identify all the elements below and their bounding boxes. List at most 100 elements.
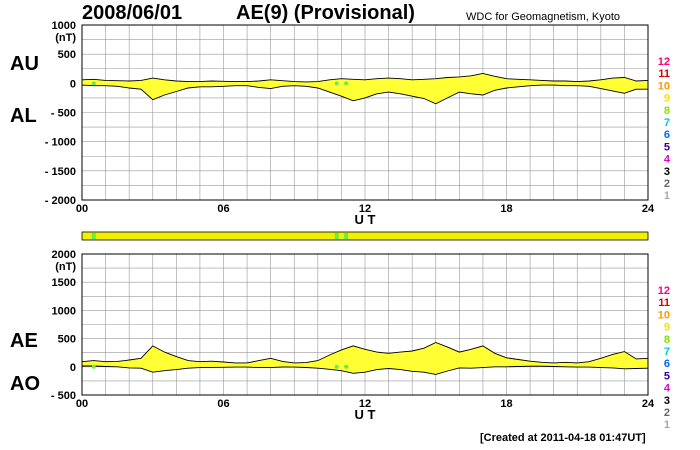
series-label-al: AL: [10, 105, 37, 127]
data-point-au: [506, 78, 507, 79]
data-point-ae: [447, 347, 448, 348]
station-legend-item: 9: [664, 322, 670, 334]
data-point-au: [600, 79, 601, 80]
data-point-au: [612, 78, 613, 79]
data-point-ae: [494, 353, 495, 354]
series-label-ao: AO: [10, 373, 40, 395]
data-point-ae: [235, 362, 236, 363]
data-point-al: [152, 99, 153, 100]
data-point-au: [93, 79, 94, 80]
series-line-ao: [82, 365, 649, 375]
y-tick-label: 500: [58, 334, 76, 346]
station-legend-item: 5: [664, 370, 670, 382]
data-point-au: [400, 78, 401, 79]
data-point-ao: [258, 367, 259, 368]
y-tick-label: 1000: [52, 20, 76, 32]
data-point-ao: [176, 369, 177, 370]
data-point-al: [164, 94, 165, 95]
data-point-ae: [152, 345, 153, 346]
station-legend-item: 8: [664, 334, 670, 346]
data-point-al: [388, 92, 389, 93]
data-point-au: [459, 76, 460, 77]
data-point-al: [518, 86, 519, 87]
data-point-al: [565, 85, 566, 86]
status-bar-flag: [344, 233, 349, 239]
data-point-al: [140, 89, 141, 90]
data-point-ae: [471, 349, 472, 350]
x-tick-label: 18: [500, 398, 512, 410]
data-point-ao: [376, 369, 377, 370]
x-tick-label: 24: [642, 398, 655, 410]
data-point-ao: [612, 367, 613, 368]
series-line-ae: [81, 342, 649, 364]
station-legend-item: 6: [664, 129, 670, 141]
data-point-ae: [376, 352, 377, 353]
data-point-ao: [636, 368, 637, 369]
data-point-au: [247, 81, 248, 82]
x-tick-label: 12: [359, 203, 371, 215]
data-point-al: [600, 88, 601, 89]
y-tick-label: 1500: [52, 277, 76, 289]
data-point-au: [588, 80, 589, 81]
series-label-au: AU: [10, 53, 39, 75]
data-point-ae: [270, 358, 271, 359]
data-point-al: [305, 86, 306, 87]
data-point-au: [530, 79, 531, 80]
station-legend-item: 1: [664, 419, 670, 431]
y-tick-label: 2000: [52, 249, 76, 261]
data-point-ae: [565, 362, 566, 363]
y-tick-label: 0: [70, 78, 76, 90]
data-point-ae: [388, 353, 389, 354]
station-legend-item: 10: [658, 309, 670, 321]
data-point-au: [329, 79, 330, 80]
data-point-al: [270, 88, 271, 89]
station-legend-item: 4: [664, 383, 671, 395]
data-point-ae: [577, 362, 578, 363]
series-line-au: [81, 72, 649, 83]
data-point-au: [223, 81, 224, 82]
y-tick-label: - 500: [51, 108, 76, 120]
data-point-ae: [223, 361, 224, 362]
status-bar: [81, 231, 649, 241]
data-point-ao: [565, 366, 566, 367]
data-point-au: [364, 79, 365, 80]
data-point-al: [471, 93, 472, 94]
x-axis-label: U T: [355, 407, 376, 422]
data-point-ao: [482, 367, 483, 368]
data-point-ae: [530, 361, 531, 362]
station-legend-item: 9: [664, 93, 670, 105]
data-point-ae: [282, 361, 283, 362]
data-point-ae: [600, 358, 601, 359]
data-point-au: [353, 79, 354, 80]
data-point-ao: [518, 366, 519, 367]
data-point-ae: [459, 352, 460, 353]
data-point-au: [294, 81, 295, 82]
data-point-au: [129, 80, 130, 81]
data-point-au: [211, 80, 212, 81]
data-point-ae: [176, 356, 177, 357]
data-point-ao: [199, 367, 200, 368]
station-legend-item: 7: [664, 117, 670, 129]
data-point-al: [341, 96, 342, 97]
data-point-au: [270, 79, 271, 80]
station-legend-item: 12: [658, 56, 670, 68]
data-point-al: [412, 96, 413, 97]
y-tick-label: - 2000: [45, 195, 76, 207]
x-tick-label: 18: [500, 203, 512, 215]
data-point-au: [577, 81, 578, 82]
status-marker: [334, 81, 339, 86]
data-point-al: [211, 86, 212, 87]
data-point-al: [282, 86, 283, 87]
data-point-ae: [93, 360, 94, 361]
x-tick-label: 06: [217, 203, 229, 215]
data-point-au: [482, 73, 483, 74]
data-point-ae: [435, 342, 436, 343]
data-point-ao: [317, 368, 318, 369]
data-point-ae: [140, 358, 141, 359]
plot-frame: [81, 24, 649, 201]
data-point-al: [364, 97, 365, 98]
y-tick-label: - 1000: [45, 137, 76, 149]
data-point-au: [412, 79, 413, 80]
status-marker: [91, 81, 96, 86]
data-point-au: [341, 78, 342, 79]
